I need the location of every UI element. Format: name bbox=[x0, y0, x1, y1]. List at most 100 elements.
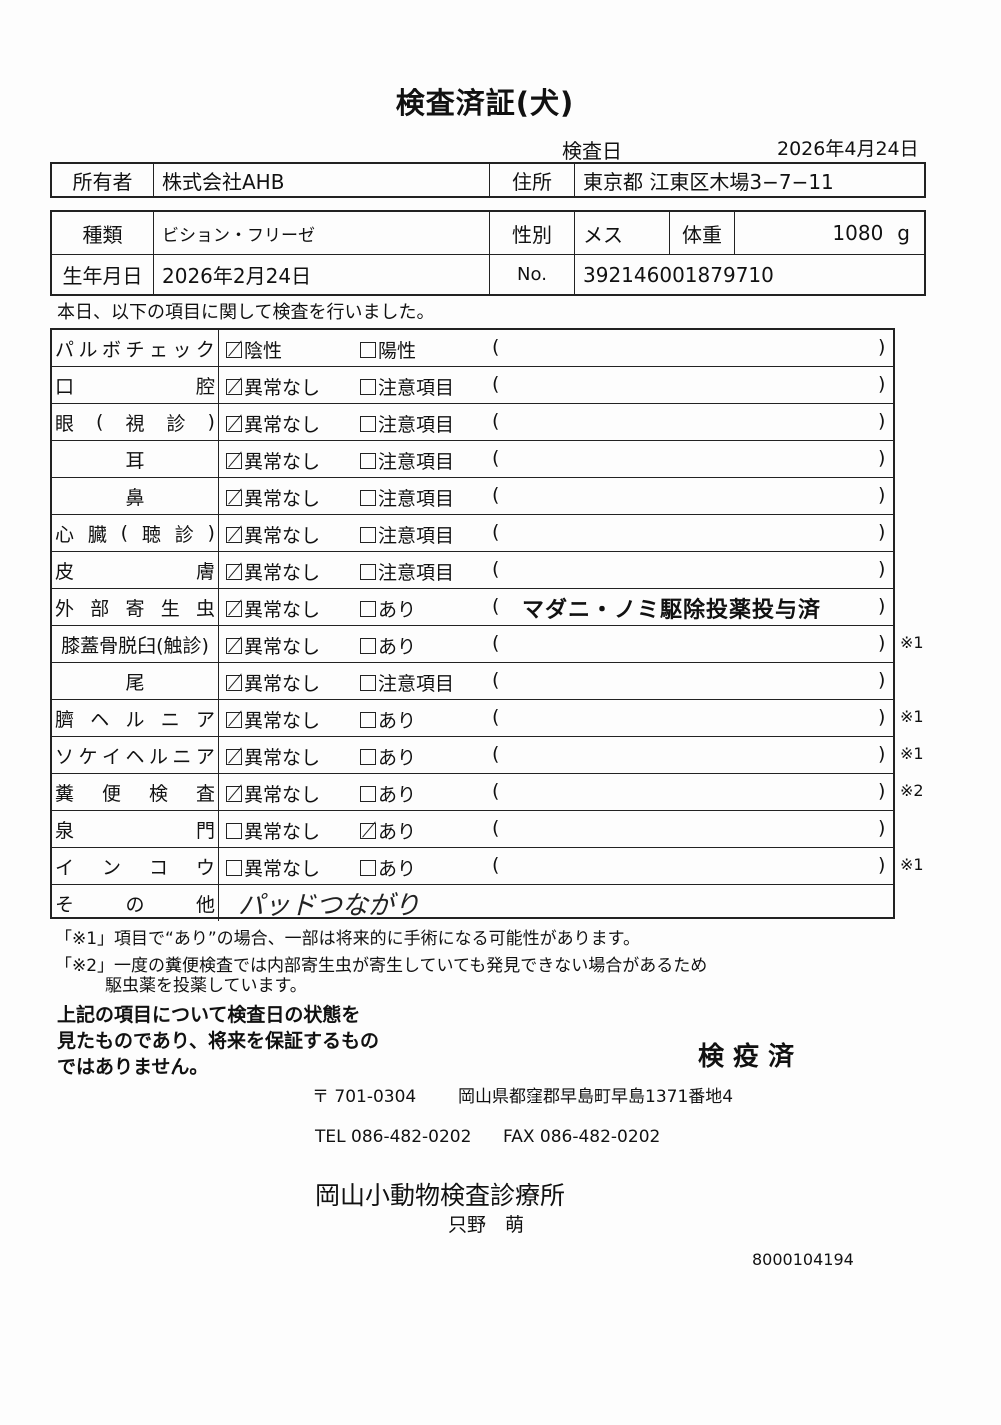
option-1[interactable]: 異常なし bbox=[226, 817, 320, 844]
option-1[interactable]: 異常なし bbox=[226, 373, 320, 400]
row-label: 泉門 bbox=[55, 811, 215, 847]
option-1[interactable]: 異常なし bbox=[226, 669, 320, 696]
checkbox[interactable] bbox=[360, 675, 376, 691]
breed-label: 種類 bbox=[52, 212, 154, 254]
row-label-char: ル bbox=[148, 745, 168, 768]
checkbox[interactable] bbox=[360, 786, 376, 802]
open-paren: ( bbox=[492, 743, 500, 765]
checkbox[interactable] bbox=[360, 527, 376, 543]
option-1[interactable]: 異常なし bbox=[226, 595, 320, 622]
checkbox[interactable] bbox=[360, 379, 376, 395]
disclaimer: 上記の項目について検査日の状態を 見たものであり、将来を保証するもの ではありま… bbox=[57, 1002, 379, 1080]
checkbox[interactable] bbox=[226, 564, 242, 580]
option-2[interactable]: あり bbox=[360, 743, 416, 770]
row-label: 心臓 (聴診) bbox=[55, 515, 215, 551]
checkbox[interactable] bbox=[360, 564, 376, 580]
option-2[interactable]: 注意項目 bbox=[360, 521, 454, 548]
option-1[interactable]: 異常なし bbox=[226, 410, 320, 437]
checkbox[interactable] bbox=[360, 860, 376, 876]
row-label-char: 口 bbox=[55, 375, 75, 398]
option-2[interactable]: あり bbox=[360, 632, 416, 659]
option-1[interactable]: 異常なし bbox=[226, 484, 320, 511]
checkbox[interactable] bbox=[226, 342, 242, 358]
column-divider bbox=[218, 811, 219, 847]
checkbox[interactable] bbox=[226, 712, 242, 728]
checkbox[interactable] bbox=[360, 416, 376, 432]
column-divider bbox=[218, 885, 219, 921]
row-label-char: 心 bbox=[55, 523, 75, 546]
column-divider bbox=[218, 404, 219, 440]
dob: 2026年2月24日 bbox=[154, 255, 490, 294]
option-label: あり bbox=[378, 784, 417, 806]
option-2[interactable]: 注意項目 bbox=[360, 558, 454, 585]
row-label-char: ッ bbox=[172, 338, 192, 361]
option-2[interactable]: 注意項目 bbox=[360, 410, 454, 437]
weight: 1080 bbox=[832, 221, 884, 245]
option-2[interactable]: あり bbox=[360, 817, 416, 844]
option-1[interactable]: 異常なし bbox=[226, 854, 320, 881]
checkbox[interactable] bbox=[360, 453, 376, 469]
checkbox[interactable] bbox=[226, 860, 242, 876]
option-label: 注意項目 bbox=[378, 673, 455, 695]
option-1[interactable]: 異常なし bbox=[226, 521, 320, 548]
checkbox[interactable] bbox=[360, 823, 376, 839]
row-label-char: 眼 bbox=[55, 412, 75, 435]
option-label: 異常なし bbox=[244, 599, 321, 621]
row-label-char: 腔 bbox=[195, 375, 215, 398]
column-divider bbox=[218, 552, 219, 588]
row-label-char: 耳 bbox=[125, 449, 145, 472]
option-2[interactable]: あり bbox=[360, 706, 416, 733]
checkbox[interactable] bbox=[226, 453, 242, 469]
checkbox[interactable] bbox=[360, 342, 376, 358]
checkbox[interactable] bbox=[226, 786, 242, 802]
checkbox[interactable] bbox=[360, 490, 376, 506]
option-1[interactable]: 異常なし bbox=[226, 558, 320, 585]
close-paren: ) bbox=[878, 558, 886, 580]
option-2[interactable]: 注意項目 bbox=[360, 669, 454, 696]
option-2[interactable]: 注意項目 bbox=[360, 484, 454, 511]
option-2[interactable]: あり bbox=[360, 595, 416, 622]
option-2[interactable]: 陽性 bbox=[360, 336, 416, 363]
option-label: 異常なし bbox=[244, 525, 321, 547]
checkbox[interactable] bbox=[226, 638, 242, 654]
option-1[interactable]: 異常なし bbox=[226, 706, 320, 733]
checkbox[interactable] bbox=[360, 712, 376, 728]
option-2[interactable]: 注意項目 bbox=[360, 373, 454, 400]
intro-text: 本日、以下の項目に関して検査を行いました。 bbox=[57, 302, 435, 323]
option-1[interactable]: 異常なし bbox=[226, 447, 320, 474]
checkbox[interactable] bbox=[226, 749, 242, 765]
option-1[interactable]: 異常なし bbox=[226, 632, 320, 659]
checkbox[interactable] bbox=[226, 416, 242, 432]
option-1[interactable]: 陰性 bbox=[226, 336, 282, 363]
checkbox[interactable] bbox=[226, 675, 242, 691]
checkbox[interactable] bbox=[226, 601, 242, 617]
checkbox[interactable] bbox=[360, 638, 376, 654]
option-1[interactable]: 異常なし bbox=[226, 780, 320, 807]
clinic-address: 岡山県都窪郡早島町早島1371番地4 bbox=[458, 1087, 734, 1107]
option-2[interactable]: あり bbox=[360, 780, 416, 807]
row-label-char: そ bbox=[55, 893, 75, 916]
checkbox[interactable] bbox=[226, 490, 242, 506]
table-row: 泉門異常なし あり () bbox=[52, 811, 893, 848]
row-label-char: ル bbox=[125, 708, 145, 731]
option-label: 異常なし bbox=[244, 747, 321, 769]
option-1[interactable]: 異常なし bbox=[226, 743, 320, 770]
checkbox[interactable] bbox=[360, 601, 376, 617]
close-paren: ) bbox=[878, 817, 886, 839]
open-paren: ( bbox=[492, 336, 500, 358]
row-label-char: ケ bbox=[78, 745, 98, 768]
checkbox[interactable] bbox=[226, 379, 242, 395]
option-2[interactable]: あり bbox=[360, 854, 416, 881]
row-label-char: 他 bbox=[195, 893, 215, 916]
option-2[interactable]: 注意項目 bbox=[360, 447, 454, 474]
row-label-char: ニ bbox=[160, 708, 180, 731]
close-paren: ) bbox=[878, 373, 886, 395]
row-label-char: コ bbox=[148, 856, 168, 879]
postal-code: 〒 701-0304 bbox=[312, 1087, 417, 1107]
column-divider bbox=[218, 663, 219, 699]
checkbox[interactable] bbox=[226, 527, 242, 543]
column-divider bbox=[218, 626, 219, 662]
checkbox[interactable] bbox=[360, 749, 376, 765]
checkbox[interactable] bbox=[226, 823, 242, 839]
open-paren: ( bbox=[492, 817, 500, 839]
